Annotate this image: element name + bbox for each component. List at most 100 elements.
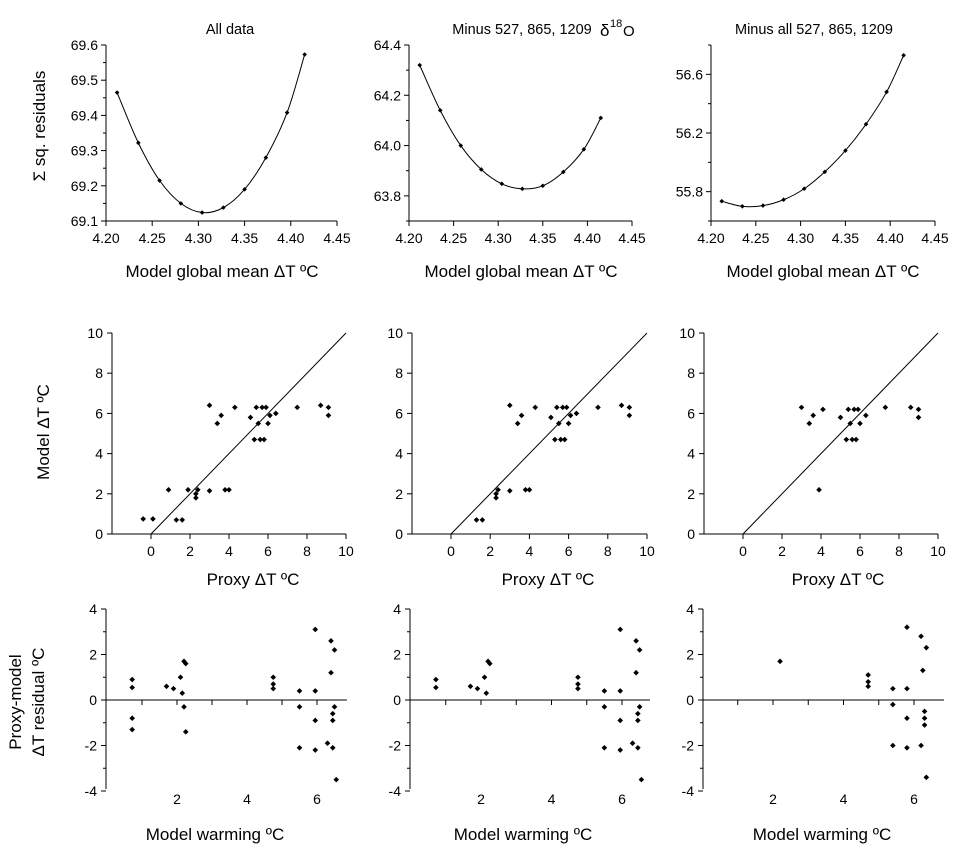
data-point [843,148,848,153]
one-to-one-line [450,332,648,535]
y-tick-label: 56.2 [676,125,703,141]
x-tick-label: 4 [840,791,848,807]
data-point [226,486,232,493]
data-point [437,108,443,113]
data-point [232,404,238,411]
x-axis-label: Model global mean ΔT ºC [125,262,318,281]
y-tick-label: 4 [393,601,401,617]
data-point [458,143,464,148]
y-tick-label: -4 [389,783,402,799]
data-point [915,414,922,421]
delta-element: O [623,23,635,40]
plot-area: 0 2 4 6 8 10 0 2 4 6 8 10 [87,325,354,559]
data-point [312,747,319,753]
data-point [921,715,928,721]
y-tick-label: 10 [87,325,103,341]
y-tick-label: -4 [682,783,695,799]
y-tick-label: 69.1 [71,213,98,229]
x-tick-label: 4.40 [277,230,304,246]
data-point [633,669,639,676]
data-point [474,685,481,692]
data-point [222,486,228,493]
x-tick-label: 4.30 [787,230,814,246]
data-point [598,115,604,121]
data-point [617,626,624,633]
data-point [781,197,786,203]
y-tick-label: 0 [89,692,97,708]
data-point [915,406,922,413]
plot-area: 0 2 4 6 8 10 0 2 4 6 8 10 [387,325,655,559]
data-point [479,517,486,523]
x-tick-label: 4 [817,543,825,559]
y-tick-label: 6 [395,405,403,421]
data-point [206,402,213,409]
panel-r1c2: Minus 527, 865, 1209 δ 18 O Model global… [374,18,646,281]
x-tick-label: 4.30 [485,230,512,246]
data-point [214,420,221,427]
x-tick-label: 4.25 [139,230,166,246]
data-point [575,685,581,692]
data-point [636,647,643,653]
y-tick-label: 55.8 [676,184,703,200]
x-tick-label: 6 [565,543,573,559]
data-point [331,647,338,653]
data-point [801,186,807,192]
y-tick-label: 0 [687,526,695,542]
y-axis-label: Σ sq. residuals [30,71,49,182]
data-point [548,414,554,421]
x-tick-label: 6 [856,543,864,559]
data-point [575,674,581,681]
data-point [263,404,269,411]
data-point [270,681,277,687]
data-point [165,486,172,493]
y-tick-label: 10 [387,325,403,341]
plot-area: 4.20 4.25 4.30 4.35 4.40 4.45 63.8 64.0 64.2 64.4 [374,37,646,246]
data-point [851,406,857,413]
data-point [221,205,226,210]
data-point [218,412,224,419]
data-point [514,420,521,427]
data-point [532,404,539,411]
data-point [312,717,319,724]
data-point [481,674,488,681]
y-tick-label: 0 [95,526,103,542]
series-curve [721,55,905,208]
data-point [478,167,484,172]
panel-r1c1: All data Σ sq. residuals Model global me… [30,22,351,281]
data-point [626,404,633,411]
data-point [601,688,608,694]
x-tick-label: 4.30 [185,230,212,246]
data-point [561,169,566,175]
data-point [140,516,146,522]
plot-area: 4 2 0 -2 -4 2 4 6 [389,601,650,807]
data-point [163,683,170,690]
x-tick-label: 4.40 [574,230,601,246]
y-tick-label: 0 [393,692,401,708]
y-axis-label: Model ΔT ºC [34,384,53,480]
data-point [507,402,513,409]
panel-title: Minus 527, 865, 1209 [452,22,591,38]
x-axis-label: Model global mean ΔT ºC [424,262,617,281]
plot-area: 4 2 0 -2 -4 2 4 6 [682,601,944,807]
data-point [626,412,633,419]
data-point [487,660,493,667]
data-point [540,183,546,189]
data-point [199,210,205,215]
y-tick-label: 63.8 [374,188,401,204]
data-point [855,406,861,413]
y-tick-label: 69.6 [71,37,98,53]
y-tick-label: 4 [95,446,103,462]
panel-r2c3: Proxy ΔT ºC 0 2 4 6 8 10 0 2 4 6 8 10 [679,325,946,589]
panel-r3c2: Model warming ºC 4 2 0 -2 -4 2 4 6 [389,601,650,844]
data-point [522,486,529,493]
x-axis-label: Proxy ΔT ºC [207,570,300,589]
y-tick-label: 4 [89,601,97,617]
x-tick-label: 4 [243,791,251,807]
data-point [857,420,863,427]
y-tick-label: 2 [395,486,403,502]
y-tick-label: 2 [89,647,97,663]
data-point [317,402,324,409]
x-tick-label: 2 [778,543,786,559]
x-tick-label: 4.40 [877,230,904,246]
x-axis-label: Model warming ºC [146,825,284,844]
